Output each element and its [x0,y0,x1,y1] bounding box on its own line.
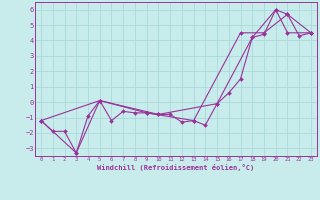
X-axis label: Windchill (Refroidissement éolien,°C): Windchill (Refroidissement éolien,°C) [97,164,255,171]
